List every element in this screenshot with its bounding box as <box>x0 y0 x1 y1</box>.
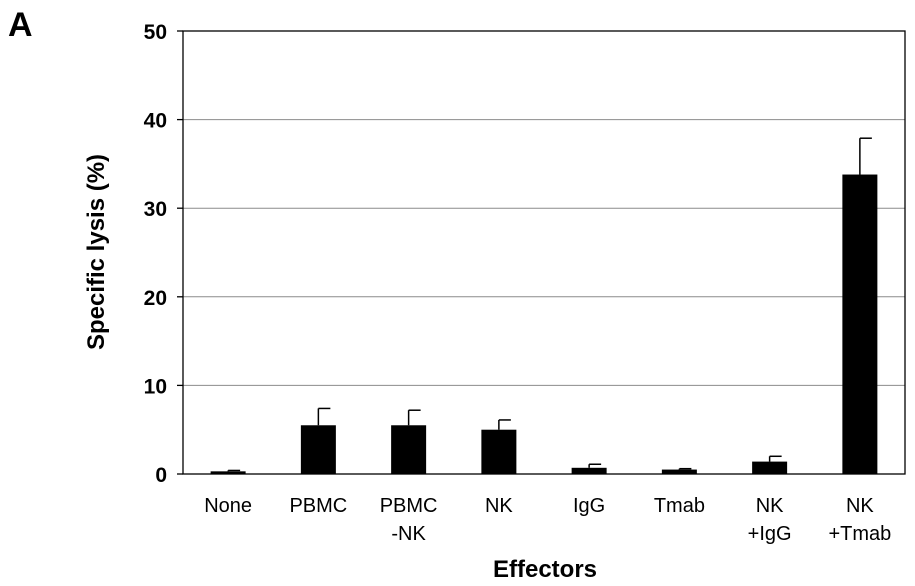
x-category-label: PBMC <box>289 495 347 517</box>
y-axis-title: Specific lysis (%) <box>83 154 110 350</box>
bar <box>391 425 427 474</box>
y-tick-label: 10 <box>144 375 167 398</box>
y-axis-ticks: 0 10 20 30 40 50 <box>144 21 183 487</box>
x-axis-title: Effectors <box>493 556 597 583</box>
bar <box>210 471 246 474</box>
bar <box>481 429 517 474</box>
x-category-label: IgG <box>573 495 605 517</box>
x-category-label: PBMC -NK <box>380 495 438 545</box>
bar <box>300 425 336 474</box>
gridlines <box>183 119 905 386</box>
x-category-label: None <box>204 495 252 517</box>
x-category-label: Tmab <box>654 495 705 517</box>
x-axis-categories: None PBMC PBMC -NK NK IgG Tmab NK +IgG NK +Tmab <box>204 495 891 545</box>
y-tick-label: 50 <box>144 21 167 44</box>
plot-area-frame <box>182 30 906 475</box>
bar <box>842 174 878 475</box>
bar <box>752 461 788 474</box>
y-tick-label: 20 <box>144 287 167 310</box>
x-category-label: NK <box>485 495 513 517</box>
x-category-label: NK +IgG <box>748 495 792 545</box>
bars <box>210 137 878 475</box>
x-category-label: NK +Tmab <box>828 495 891 545</box>
bar <box>571 467 607 474</box>
panel-label: A <box>8 6 33 44</box>
y-tick-label: 0 <box>155 464 167 487</box>
y-tick-label: 30 <box>144 198 167 221</box>
bar <box>661 469 697 474</box>
y-tick-label: 40 <box>144 110 167 133</box>
